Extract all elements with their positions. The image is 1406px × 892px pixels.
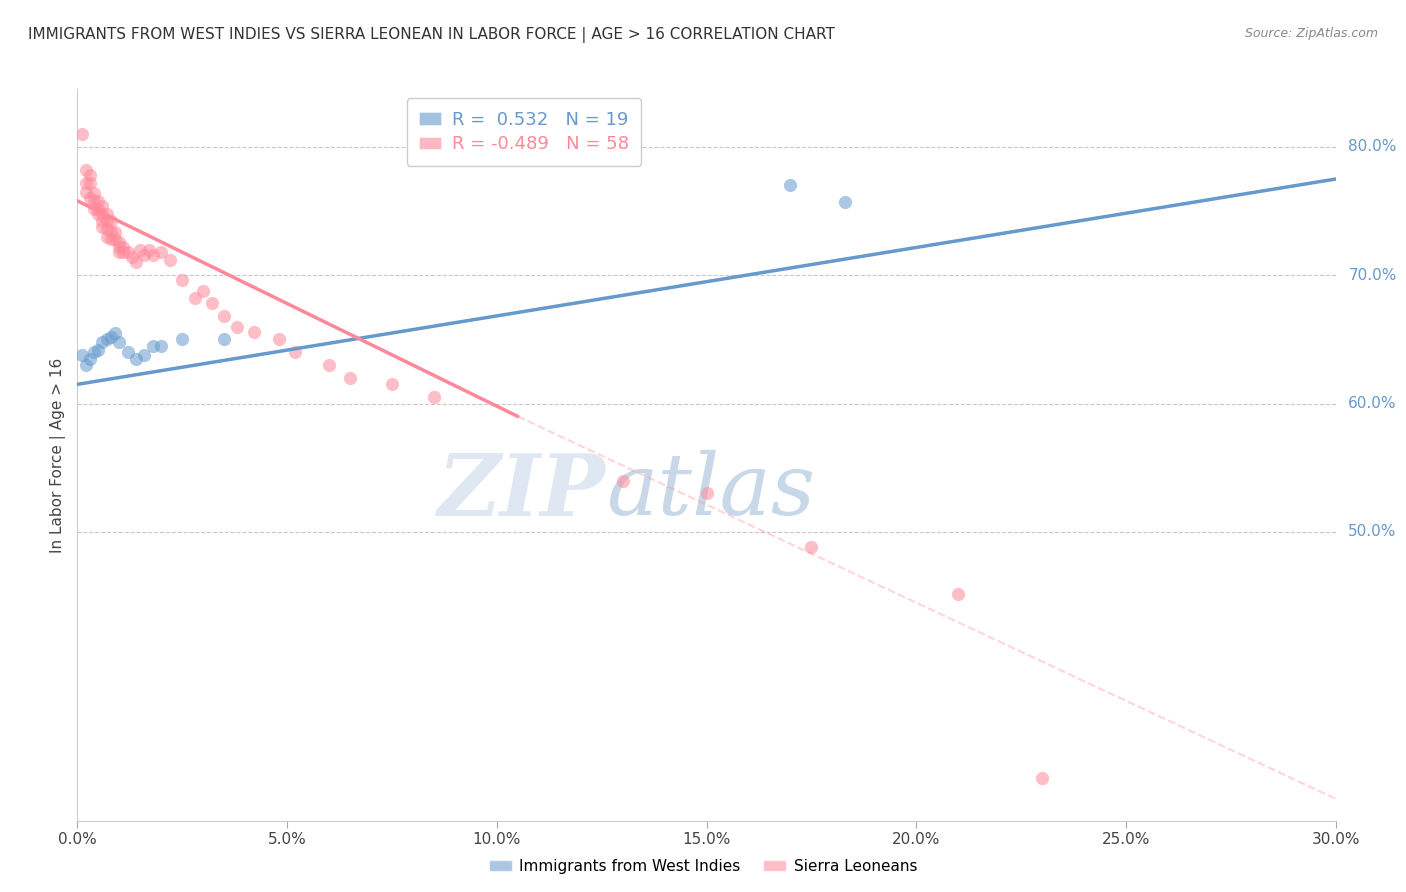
Point	[79, 191, 101, 205]
Point	[112, 240, 135, 254]
Point	[150, 339, 173, 353]
Point	[834, 195, 856, 210]
Point	[83, 194, 105, 208]
Point	[83, 186, 105, 201]
Point	[100, 232, 122, 246]
Point	[87, 194, 110, 208]
Text: 50.0%: 50.0%	[1348, 524, 1396, 540]
Point	[125, 255, 148, 269]
Point	[83, 202, 105, 216]
Point	[172, 333, 194, 347]
Point	[381, 377, 404, 392]
Point	[142, 339, 165, 353]
Point	[108, 334, 131, 349]
Point	[129, 243, 152, 257]
Point	[184, 291, 207, 305]
Point	[138, 243, 160, 257]
Point	[96, 207, 118, 221]
Point	[423, 390, 446, 404]
Point	[79, 351, 101, 366]
Point	[70, 348, 93, 362]
Text: 80.0%: 80.0%	[1348, 139, 1396, 154]
Point	[104, 225, 127, 239]
Text: ZIP: ZIP	[439, 450, 606, 533]
Point	[779, 178, 801, 193]
Point	[134, 348, 156, 362]
Text: Source: ZipAtlas.com: Source: ZipAtlas.com	[1244, 27, 1378, 40]
Point	[318, 358, 340, 372]
Legend: R =  0.532   N = 19, R = -0.489   N = 58: R = 0.532 N = 19, R = -0.489 N = 58	[406, 98, 641, 166]
Y-axis label: In Labor Force | Age > 16: In Labor Force | Age > 16	[51, 358, 66, 552]
Point	[612, 474, 634, 488]
Text: 70.0%: 70.0%	[1348, 268, 1396, 283]
Point	[75, 163, 97, 178]
Point	[96, 214, 118, 228]
Point	[172, 273, 194, 287]
Point	[150, 245, 173, 260]
Point	[159, 252, 181, 267]
Point	[96, 333, 118, 347]
Point	[91, 207, 114, 221]
Point	[100, 330, 122, 344]
Point	[191, 284, 215, 298]
Point	[212, 333, 235, 347]
Point	[91, 214, 114, 228]
Point	[800, 541, 823, 555]
Point	[125, 351, 148, 366]
Point	[87, 207, 110, 221]
Point	[212, 310, 235, 324]
Point	[108, 240, 131, 254]
Point	[117, 345, 139, 359]
Point	[87, 202, 110, 216]
Point	[134, 248, 156, 262]
Point	[339, 371, 361, 385]
Point	[91, 219, 114, 234]
Point	[112, 245, 135, 260]
Point	[79, 168, 101, 182]
Point	[696, 486, 718, 500]
Legend: Immigrants from West Indies, Sierra Leoneans: Immigrants from West Indies, Sierra Leon…	[482, 853, 924, 880]
Point	[1031, 772, 1053, 786]
Point	[225, 319, 247, 334]
Point	[79, 176, 101, 190]
Point	[70, 127, 93, 141]
Point	[75, 176, 97, 190]
Point	[91, 199, 114, 213]
Point	[267, 333, 290, 347]
Point	[91, 334, 114, 349]
Point	[142, 248, 165, 262]
Point	[100, 225, 122, 239]
Point	[242, 325, 264, 339]
Point	[75, 358, 97, 372]
Text: atlas: atlas	[606, 450, 815, 533]
Point	[117, 245, 139, 260]
Point	[96, 222, 118, 236]
Point	[100, 214, 122, 228]
Point	[121, 250, 143, 264]
Point	[75, 185, 97, 199]
Point	[96, 229, 118, 244]
Point	[104, 326, 127, 340]
Point	[200, 296, 222, 310]
Text: IMMIGRANTS FROM WEST INDIES VS SIERRA LEONEAN IN LABOR FORCE | AGE > 16 CORRELAT: IMMIGRANTS FROM WEST INDIES VS SIERRA LE…	[28, 27, 835, 43]
Point	[948, 586, 970, 600]
Point	[284, 345, 307, 359]
Point	[83, 345, 105, 359]
Point	[108, 235, 131, 249]
Point	[87, 343, 110, 357]
Point	[108, 245, 131, 260]
Text: 60.0%: 60.0%	[1348, 396, 1396, 411]
Point	[104, 232, 127, 246]
